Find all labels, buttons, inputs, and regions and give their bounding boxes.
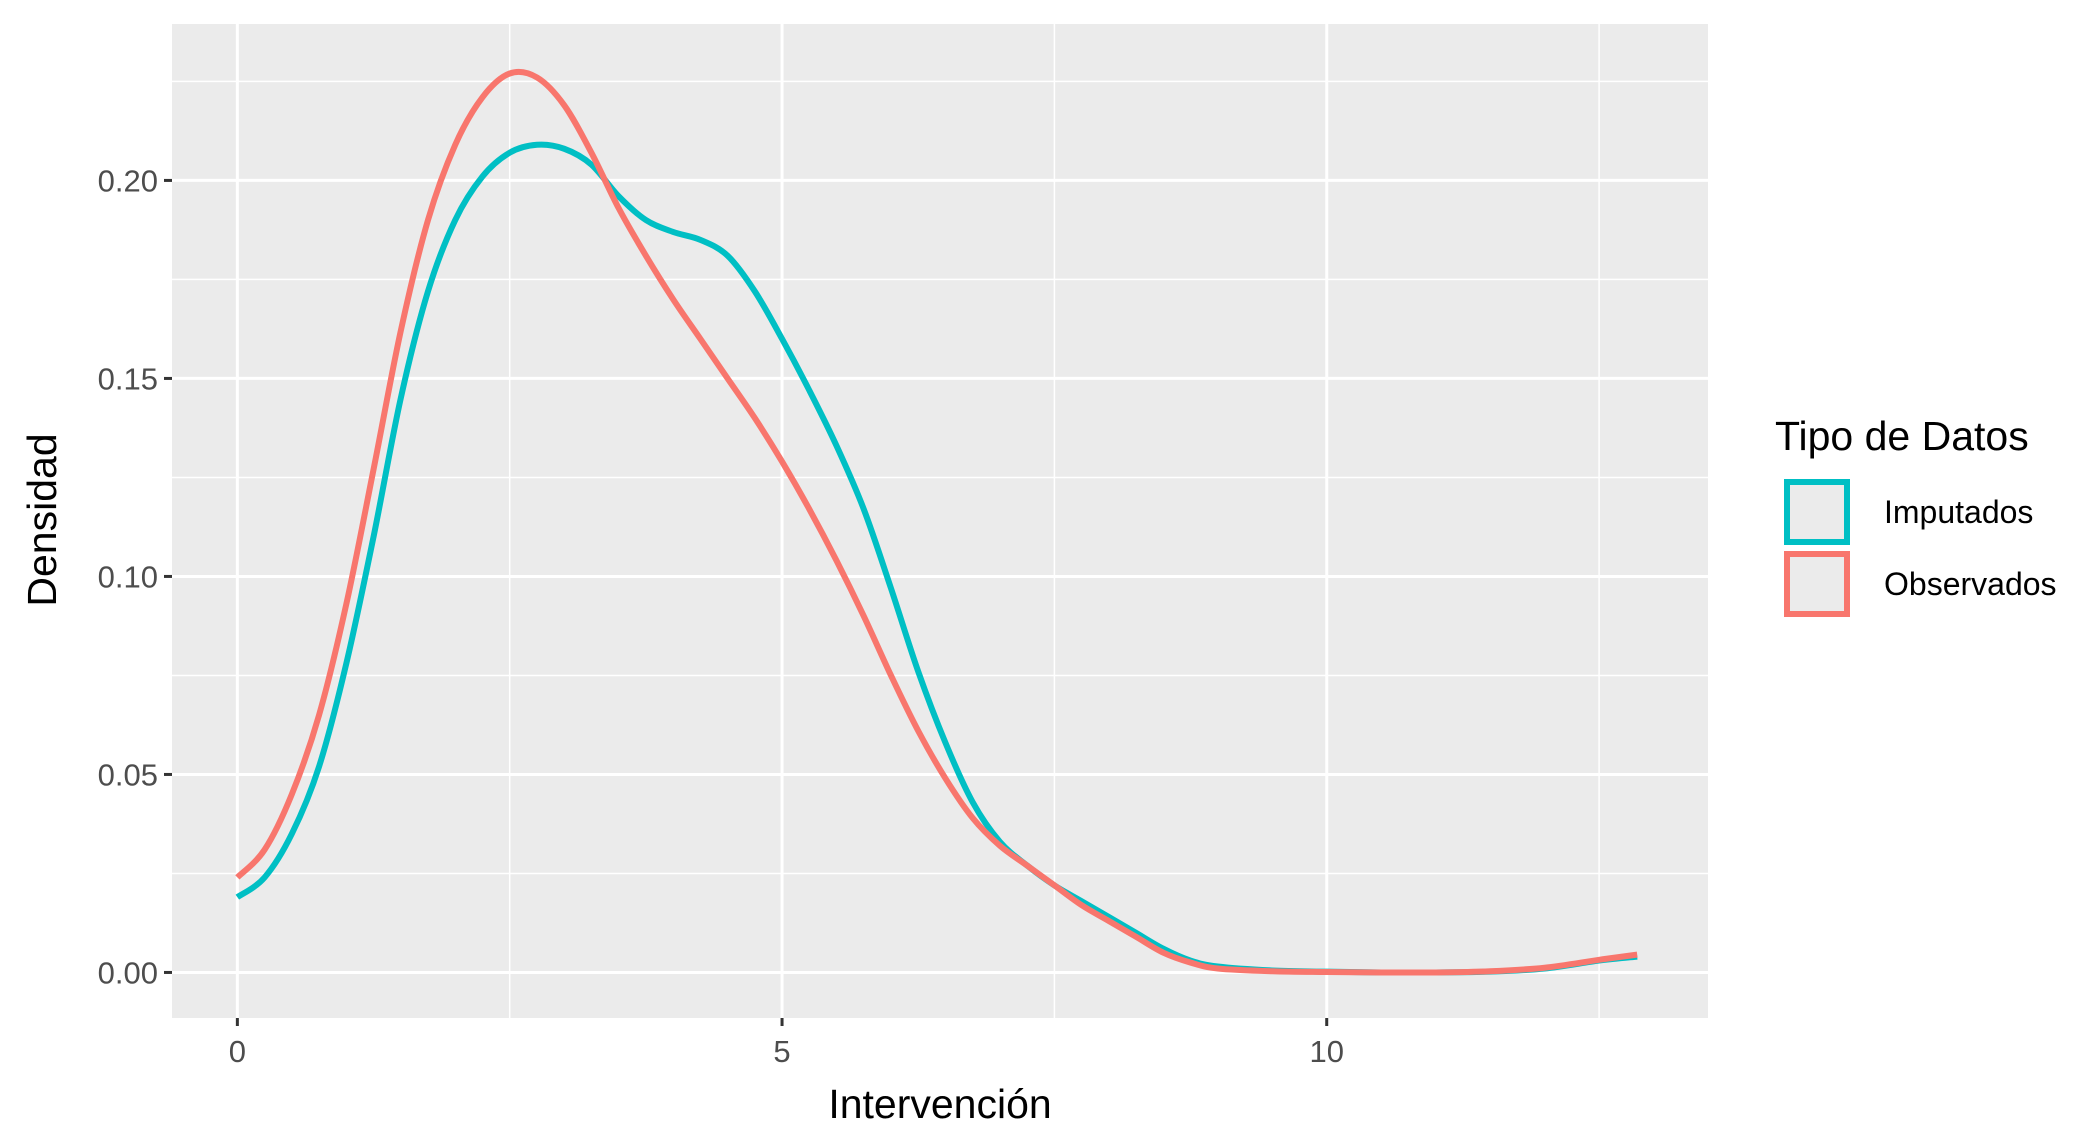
x-tick-label: 5 bbox=[773, 1034, 790, 1069]
x-tick-label: 0 bbox=[229, 1034, 246, 1069]
legend-label-observados: Observados bbox=[1884, 566, 2057, 602]
legend-key-observados bbox=[1784, 551, 1850, 617]
legend-label-imputados: Imputados bbox=[1884, 494, 2033, 530]
legend-key-imputados bbox=[1784, 479, 1850, 545]
x-tick-label: 10 bbox=[1309, 1034, 1343, 1069]
y-tick-label: 0.10 bbox=[98, 559, 158, 594]
series-line-observados bbox=[235, 68, 1638, 976]
density-lines bbox=[235, 68, 1638, 976]
y-tick-label: 0.15 bbox=[98, 361, 158, 396]
y-tick-label: 0.20 bbox=[98, 163, 158, 198]
y-tick-label: 0.00 bbox=[98, 955, 158, 990]
legend-title: Tipo de Datos bbox=[1775, 413, 2029, 459]
x-axis-title: Intervención bbox=[828, 1081, 1051, 1127]
legend: Tipo de Datos Imputados Observados bbox=[1775, 413, 2057, 617]
y-axis-title: Densidad bbox=[19, 433, 65, 606]
legend-items: Imputados Observados bbox=[1784, 479, 2057, 617]
y-tick-label: 0.05 bbox=[98, 757, 158, 792]
minor-gridlines bbox=[172, 24, 1708, 1018]
y-axis: 0.00 0.05 0.10 0.15 0.20 bbox=[98, 163, 172, 990]
plot-background bbox=[172, 24, 1708, 1018]
x-axis: 0 5 10 bbox=[229, 1018, 1344, 1069]
